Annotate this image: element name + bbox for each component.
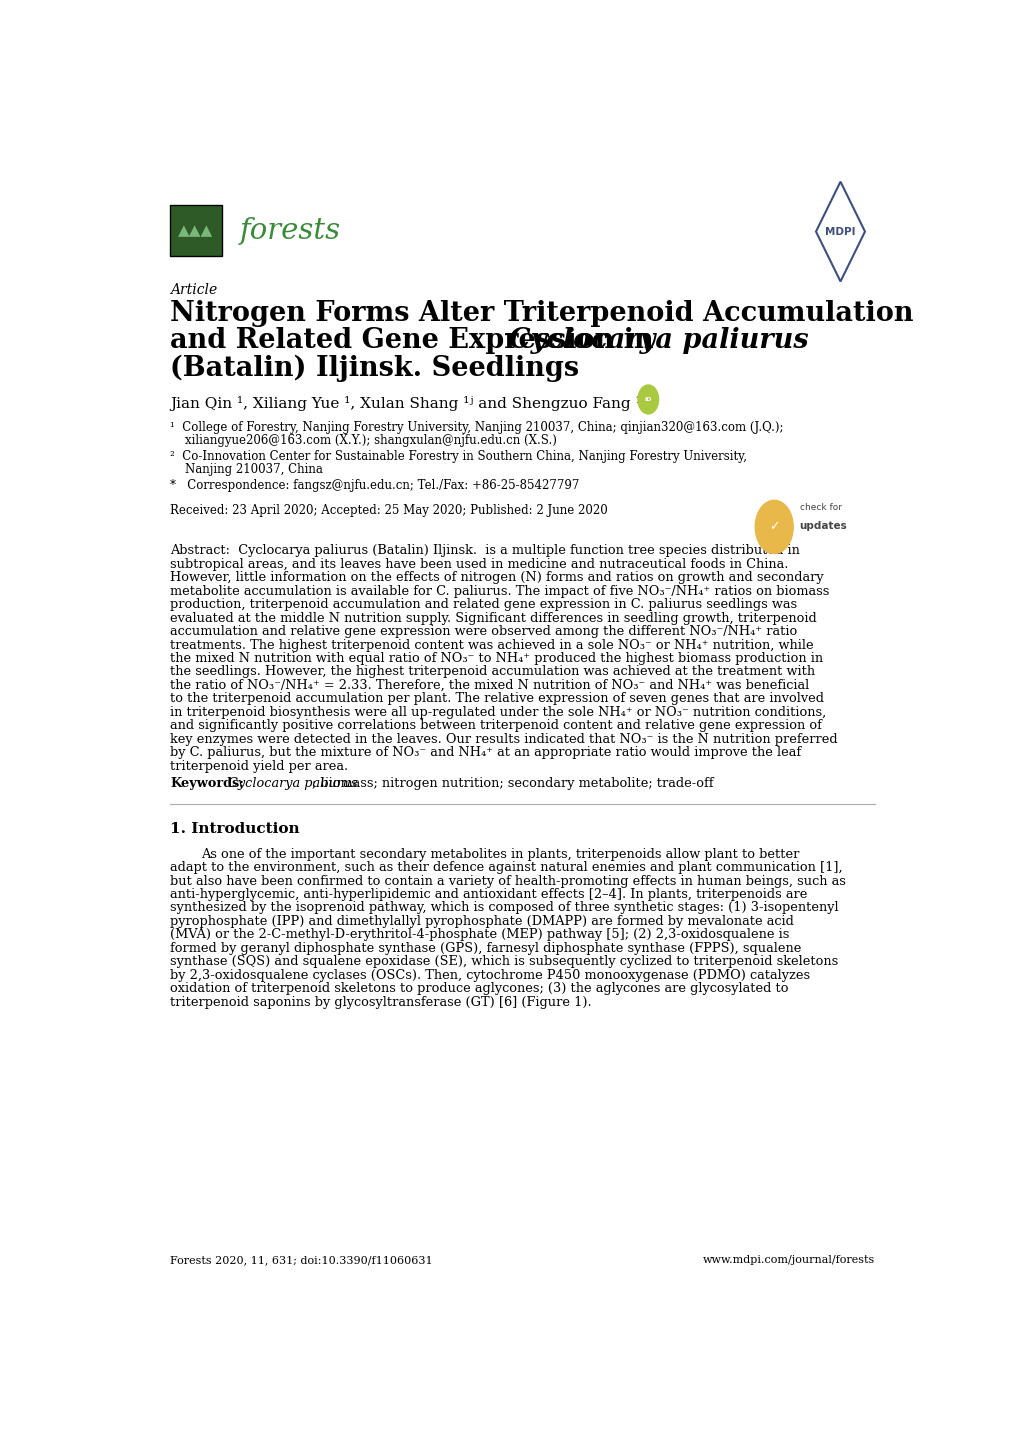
Text: Cyclocarya paliurus: Cyclocarya paliurus [228,777,358,790]
Text: Cyclocarya paliurus: Cyclocarya paliurus [508,327,808,355]
Text: accumulation and relative gene expression were observed among the different NO₃⁻: accumulation and relative gene expressio… [170,624,797,637]
Text: check for: check for [799,502,841,512]
Text: formed by geranyl diphosphate synthase (GPS), farnesyl diphosphate synthase (FPP: formed by geranyl diphosphate synthase (… [170,942,801,955]
Text: triterpenoid yield per area.: triterpenoid yield per area. [170,760,347,773]
Text: and Related Gene Expression in: and Related Gene Expression in [170,327,662,355]
Text: the ratio of NO₃⁻/NH₄⁺ = 2.33. Therefore, the mixed N nutrition of NO₃⁻ and NH₄⁺: the ratio of NO₃⁻/NH₄⁺ = 2.33. Therefore… [170,679,809,692]
Text: ¹  College of Forestry, Nanjing Forestry University, Nanjing 210037, China; qinj: ¹ College of Forestry, Nanjing Forestry … [170,421,783,434]
Text: and significantly positive correlations between triterpenoid content and relativ: and significantly positive correlations … [170,720,821,733]
Text: production, triterpenoid accumulation and related gene expression in C. paliurus: production, triterpenoid accumulation an… [170,598,797,611]
Text: ✓: ✓ [768,521,779,534]
Text: Nitrogen Forms Alter Triterpenoid Accumulation: Nitrogen Forms Alter Triterpenoid Accumu… [170,300,913,327]
Text: to the triterpenoid accumulation per plant. The relative expression of seven gen: to the triterpenoid accumulation per pla… [170,692,823,705]
Text: Jian Qin ¹, Xiliang Yue ¹, Xulan Shang ¹ʲ and Shengzuo Fang ¹ʲ*: Jian Qin ¹, Xiliang Yue ¹, Xulan Shang ¹… [170,397,653,411]
Text: As one of the important secondary metabolites in plants, triterpenoids allow pla: As one of the important secondary metabo… [201,848,799,861]
Text: MDPI: MDPI [824,226,855,236]
Text: the mixed N nutrition with equal ratio of NO₃⁻ to NH₄⁺ produced the highest biom: the mixed N nutrition with equal ratio o… [170,652,822,665]
Text: oxidation of triterpenoid skeletons to produce aglycones; (3) the aglycones are : oxidation of triterpenoid skeletons to p… [170,982,788,995]
Polygon shape [815,182,864,281]
Text: Article: Article [170,283,217,297]
Text: ; biomass; nitrogen nutrition; secondary metabolite; trade-off: ; biomass; nitrogen nutrition; secondary… [312,777,712,790]
Text: 1. Introduction: 1. Introduction [170,822,300,836]
Circle shape [638,385,658,414]
Text: updates: updates [799,522,847,532]
Text: (Batalin) Iljinsk. Seedlings: (Batalin) Iljinsk. Seedlings [170,355,579,382]
Text: metabolite accumulation is available for C. paliurus. The impact of five NO₃⁻/NH: metabolite accumulation is available for… [170,584,828,597]
Text: www.mdpi.com/journal/forests: www.mdpi.com/journal/forests [702,1255,874,1265]
Text: Keywords:: Keywords: [170,777,244,790]
Text: treatments. The highest triterpenoid content was achieved in a sole NO₃⁻ or NH₄⁺: treatments. The highest triterpenoid con… [170,639,813,652]
Text: triterpenoid saponins by glycosyltransferase (GT) [6] (Figure 1).: triterpenoid saponins by glycosyltransfe… [170,996,591,1009]
Text: subtropical areas, and its leaves have been used in medicine and nutraceutical f: subtropical areas, and its leaves have b… [170,558,788,571]
Text: ²  Co-Innovation Center for Sustainable Forestry in Southern China, Nanjing Fore: ² Co-Innovation Center for Sustainable F… [170,450,746,463]
Text: ▲▲▲: ▲▲▲ [178,224,213,238]
FancyBboxPatch shape [170,205,222,257]
Text: However, little information on the effects of nitrogen (N) forms and ratios on g: However, little information on the effec… [170,571,823,584]
Text: forests: forests [239,216,340,245]
Text: but also have been confirmed to contain a variety of health-promoting effects in: but also have been confirmed to contain … [170,874,845,887]
Text: *   Correspondence: fangsz@njfu.edu.cn; Tel./Fax: +86-25-85427797: * Correspondence: fangsz@njfu.edu.cn; Te… [170,479,579,492]
Text: Forests 2020, 11, 631; doi:10.3390/f11060631: Forests 2020, 11, 631; doi:10.3390/f1106… [170,1255,432,1265]
Text: pyrophosphate (IPP) and dimethylallyl pyrophosphate (DMAPP) are formed by mevalo: pyrophosphate (IPP) and dimethylallyl py… [170,914,793,929]
Text: anti-hyperglycemic, anti-hyperlipidemic and antioxidant effects [2–4]. In plants: anti-hyperglycemic, anti-hyperlipidemic … [170,888,807,901]
Text: xiliangyue206@163.com (X.Y.); shangxulan@njfu.edu.cn (X.S.): xiliangyue206@163.com (X.Y.); shangxulan… [170,434,556,447]
Text: by C. paliurus, but the mixture of NO₃⁻ and NH₄⁺ at an appropriate ratio would i: by C. paliurus, but the mixture of NO₃⁻ … [170,747,801,760]
Text: iD: iD [644,397,651,402]
Text: key enzymes were detected in the leaves. Our results indicated that NO₃⁻ is the : key enzymes were detected in the leaves.… [170,733,837,746]
Text: in triterpenoid biosynthesis were all up-regulated under the sole NH₄⁺ or NO₃⁻ n: in triterpenoid biosynthesis were all up… [170,707,825,720]
Text: Nanjing 210037, China: Nanjing 210037, China [170,463,323,476]
Text: the seedlings. However, the highest triterpenoid accumulation was achieved at th: the seedlings. However, the highest trit… [170,665,814,678]
Text: (MVA) or the 2-C-methyl-D-erythritol-4-phosphate (MEP) pathway [5]; (2) 2,3-oxid: (MVA) or the 2-C-methyl-D-erythritol-4-p… [170,929,789,942]
Text: by 2,3-oxidosqualene cyclases (OSCs). Then, cytochrome P450 monooxygenase (PDMO): by 2,3-oxidosqualene cyclases (OSCs). Th… [170,969,809,982]
Text: Abstract:  Cyclocarya paliurus (Batalin) Iljinsk.  is a multiple function tree s: Abstract: Cyclocarya paliurus (Batalin) … [170,544,799,557]
Text: adapt to the environment, such as their defence against natural enemies and plan: adapt to the environment, such as their … [170,861,842,874]
Text: Received: 23 April 2020; Accepted: 25 May 2020; Published: 2 June 2020: Received: 23 April 2020; Accepted: 25 Ma… [170,505,607,518]
Text: evaluated at the middle N nutrition supply. Significant differences in seedling : evaluated at the middle N nutrition supp… [170,611,816,624]
Text: synthesized by the isoprenoid pathway, which is composed of three synthetic stag: synthesized by the isoprenoid pathway, w… [170,901,838,914]
Text: synthase (SQS) and squalene epoxidase (SE), which is subsequently cyclized to tr: synthase (SQS) and squalene epoxidase (S… [170,956,838,969]
Circle shape [754,500,793,554]
